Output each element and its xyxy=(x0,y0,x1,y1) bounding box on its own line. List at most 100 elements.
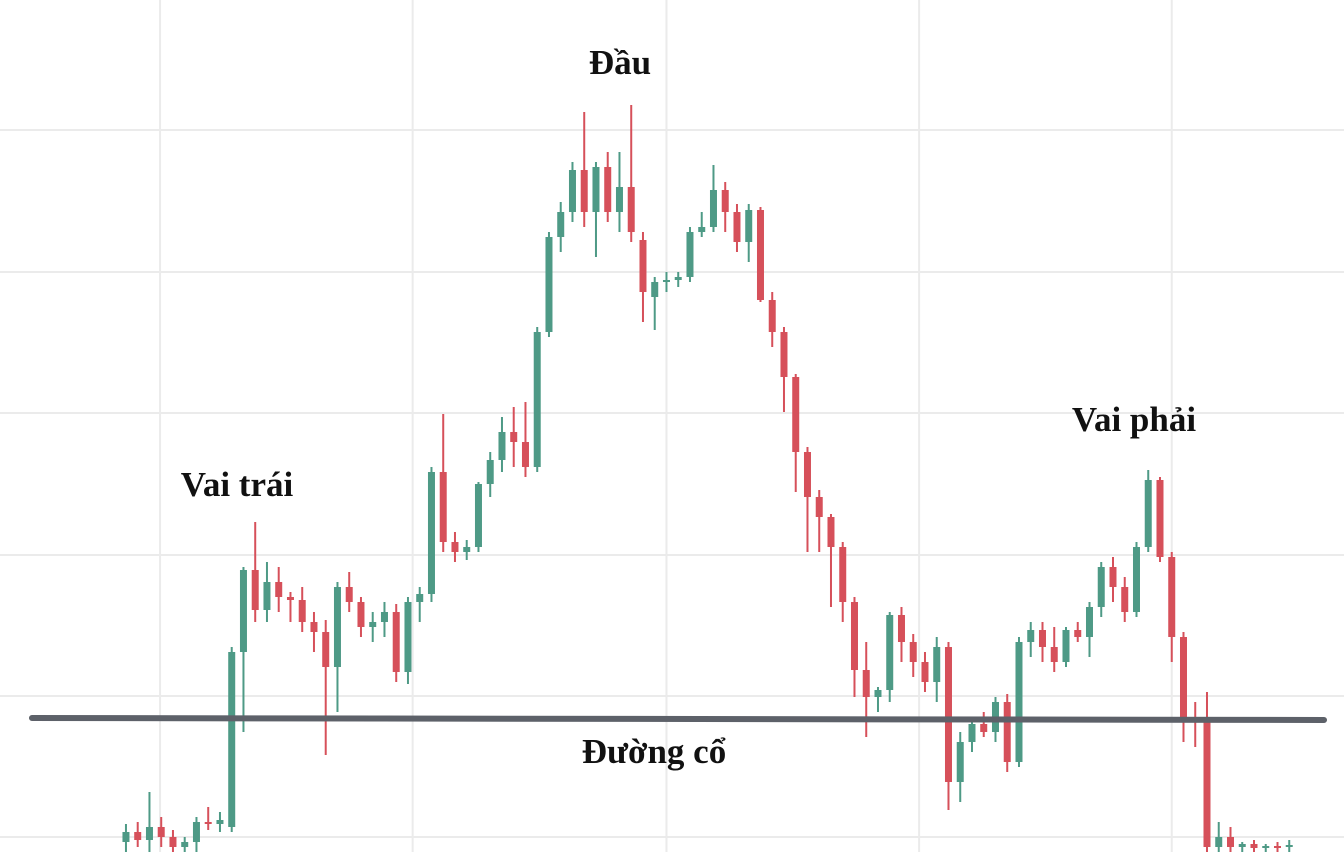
candle-body xyxy=(839,547,847,602)
candle-body xyxy=(980,724,988,732)
annotation: Vai phải xyxy=(1072,400,1196,439)
candle-body xyxy=(333,587,341,667)
candle-body xyxy=(451,542,459,552)
candle-body xyxy=(1109,567,1117,587)
candle-body xyxy=(756,210,764,300)
candle-body xyxy=(439,472,447,542)
candle-body xyxy=(1203,722,1211,847)
candle-body xyxy=(1062,630,1070,662)
candle-body xyxy=(298,600,306,622)
candle-body xyxy=(510,432,518,442)
candle-body xyxy=(521,442,529,467)
candle-body xyxy=(275,582,283,597)
candle-body xyxy=(1121,587,1129,612)
candle-body xyxy=(850,602,858,670)
candle-body xyxy=(533,332,541,467)
candle-body xyxy=(674,277,682,280)
candle-body xyxy=(580,170,588,212)
candle-body xyxy=(192,822,200,842)
candle-body xyxy=(545,237,553,332)
candle-body xyxy=(1285,845,1293,847)
candle-body xyxy=(956,742,964,782)
candle-body xyxy=(498,432,506,460)
candles xyxy=(122,105,1293,852)
candle-body xyxy=(204,822,212,824)
candle-body xyxy=(862,670,870,697)
candle-body xyxy=(968,724,976,742)
candle-body xyxy=(815,497,823,517)
candle-body xyxy=(1050,647,1058,662)
candle-body xyxy=(157,827,165,837)
neckline xyxy=(28,715,1328,723)
candle-body xyxy=(286,597,294,600)
candle-body xyxy=(721,190,729,212)
candle-body xyxy=(803,452,811,497)
candle-body xyxy=(686,232,694,277)
candle-body xyxy=(357,602,365,627)
candle-body xyxy=(568,170,576,212)
candle-body xyxy=(1226,837,1234,847)
candle-body xyxy=(1085,607,1093,637)
candle-body xyxy=(1097,567,1105,607)
candle-body xyxy=(1273,846,1281,848)
candle-body xyxy=(169,837,177,847)
candle-body xyxy=(1215,837,1223,847)
candle-body xyxy=(1144,480,1152,547)
candle-body xyxy=(557,212,565,237)
candle-body xyxy=(310,622,318,632)
candle-body xyxy=(639,240,647,292)
candle-body xyxy=(1250,844,1258,848)
candle-body xyxy=(933,647,941,682)
candle-body xyxy=(592,167,600,212)
candle-body xyxy=(1015,642,1023,762)
candle-body xyxy=(416,594,424,602)
candle-body xyxy=(604,167,612,212)
candle-body xyxy=(768,300,776,332)
candle-body xyxy=(1074,630,1082,637)
candle-body xyxy=(1027,630,1035,642)
candle-body xyxy=(1156,480,1164,557)
candle-body xyxy=(216,820,224,824)
candle-body xyxy=(263,582,271,610)
candle-body xyxy=(392,612,400,672)
candle-body xyxy=(1038,630,1046,647)
candle-body xyxy=(1179,637,1187,717)
candle-body xyxy=(181,842,189,847)
annotation: Vai trái xyxy=(181,465,294,504)
candle-body xyxy=(886,615,894,690)
candle-body xyxy=(615,187,623,212)
annotation: Đầu xyxy=(589,43,651,82)
candle-body xyxy=(134,832,142,840)
candle-body xyxy=(780,332,788,377)
candle-body xyxy=(145,827,153,840)
candle-body xyxy=(474,484,482,547)
candle-body xyxy=(380,612,388,622)
candle-body xyxy=(944,647,952,782)
candle-body xyxy=(745,210,753,242)
candle-body xyxy=(698,227,706,232)
candle-body xyxy=(733,212,741,242)
candle-body xyxy=(874,690,882,697)
candle-body xyxy=(322,632,330,667)
candle-body xyxy=(1262,846,1270,848)
overlay: Vai trái Đầu Vai phải Đường cổ xyxy=(28,43,1328,771)
candle-body xyxy=(251,570,259,610)
candle-body xyxy=(404,602,412,672)
candle-body xyxy=(239,570,247,652)
candle-body xyxy=(627,187,635,232)
candle-body xyxy=(486,460,494,484)
candle-body xyxy=(921,662,929,682)
candle-body xyxy=(662,280,670,282)
candle-body xyxy=(369,622,377,627)
candle-body xyxy=(228,652,236,827)
candle-body xyxy=(345,587,353,602)
candle-body xyxy=(909,642,917,662)
candle-body xyxy=(427,472,435,594)
candle-body xyxy=(792,377,800,452)
candle-body xyxy=(897,615,905,642)
candle-body xyxy=(1238,844,1246,847)
candle-body xyxy=(122,832,130,842)
